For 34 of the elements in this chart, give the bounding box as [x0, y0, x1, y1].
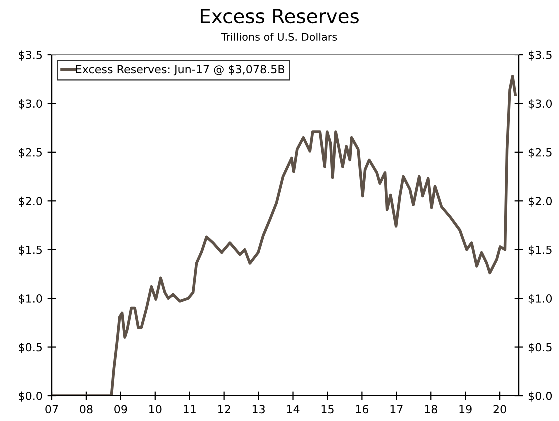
x-tick-label: 07	[46, 405, 58, 414]
x-tick-label: 17	[390, 405, 403, 414]
x-tick-label: 15	[322, 405, 334, 414]
line-series	[52, 75, 517, 396]
legend-label: Excess Reserves: Jun-17 @ $3,078.5B	[76, 65, 285, 76]
y2-tick-label: $2.5	[528, 148, 552, 158]
y2-tick-label: $1.0	[528, 294, 552, 304]
y2-tick-label: $0.0	[528, 392, 552, 402]
y-tick-label: $2.0	[19, 196, 42, 207]
chart-subtitle: Trillions of U.S. Dollars	[221, 32, 338, 42]
x-tick-label: 19	[460, 405, 472, 414]
y2-tick-label: $1.5	[528, 246, 552, 256]
y2-tick-label: $3.0	[528, 99, 552, 110]
x-tick-label: 16	[356, 405, 369, 414]
x-tick-label: 20	[494, 405, 506, 414]
x-tick-label: 12	[218, 405, 230, 414]
x-tick-label: 11	[184, 405, 196, 414]
y2-tick-label: $2.0	[528, 196, 552, 207]
x-tick-label: 10	[150, 405, 162, 414]
y-tick-label: $1.5	[19, 246, 42, 256]
x-tick-label: 18	[425, 405, 438, 414]
y-tick-label: $1.0	[19, 294, 42, 304]
y-tick-label: $3.5	[19, 50, 42, 61]
y-tick-label: $0.5	[19, 343, 42, 354]
y-tick-label: $0.0	[19, 392, 42, 402]
y2-tick-label: $0.5	[528, 343, 552, 354]
y2-tick-label: $3.5	[528, 50, 552, 61]
x-tick-label: 13	[252, 405, 265, 414]
y-tick-label: $2.5	[19, 148, 42, 158]
x-tick-label: 09	[114, 405, 128, 414]
chart-title: Excess Reserves	[200, 9, 359, 24]
x-tick-label: 08	[80, 405, 93, 414]
x-tick-label: 14	[287, 405, 300, 414]
y-tick-label: $3.0	[19, 99, 42, 110]
